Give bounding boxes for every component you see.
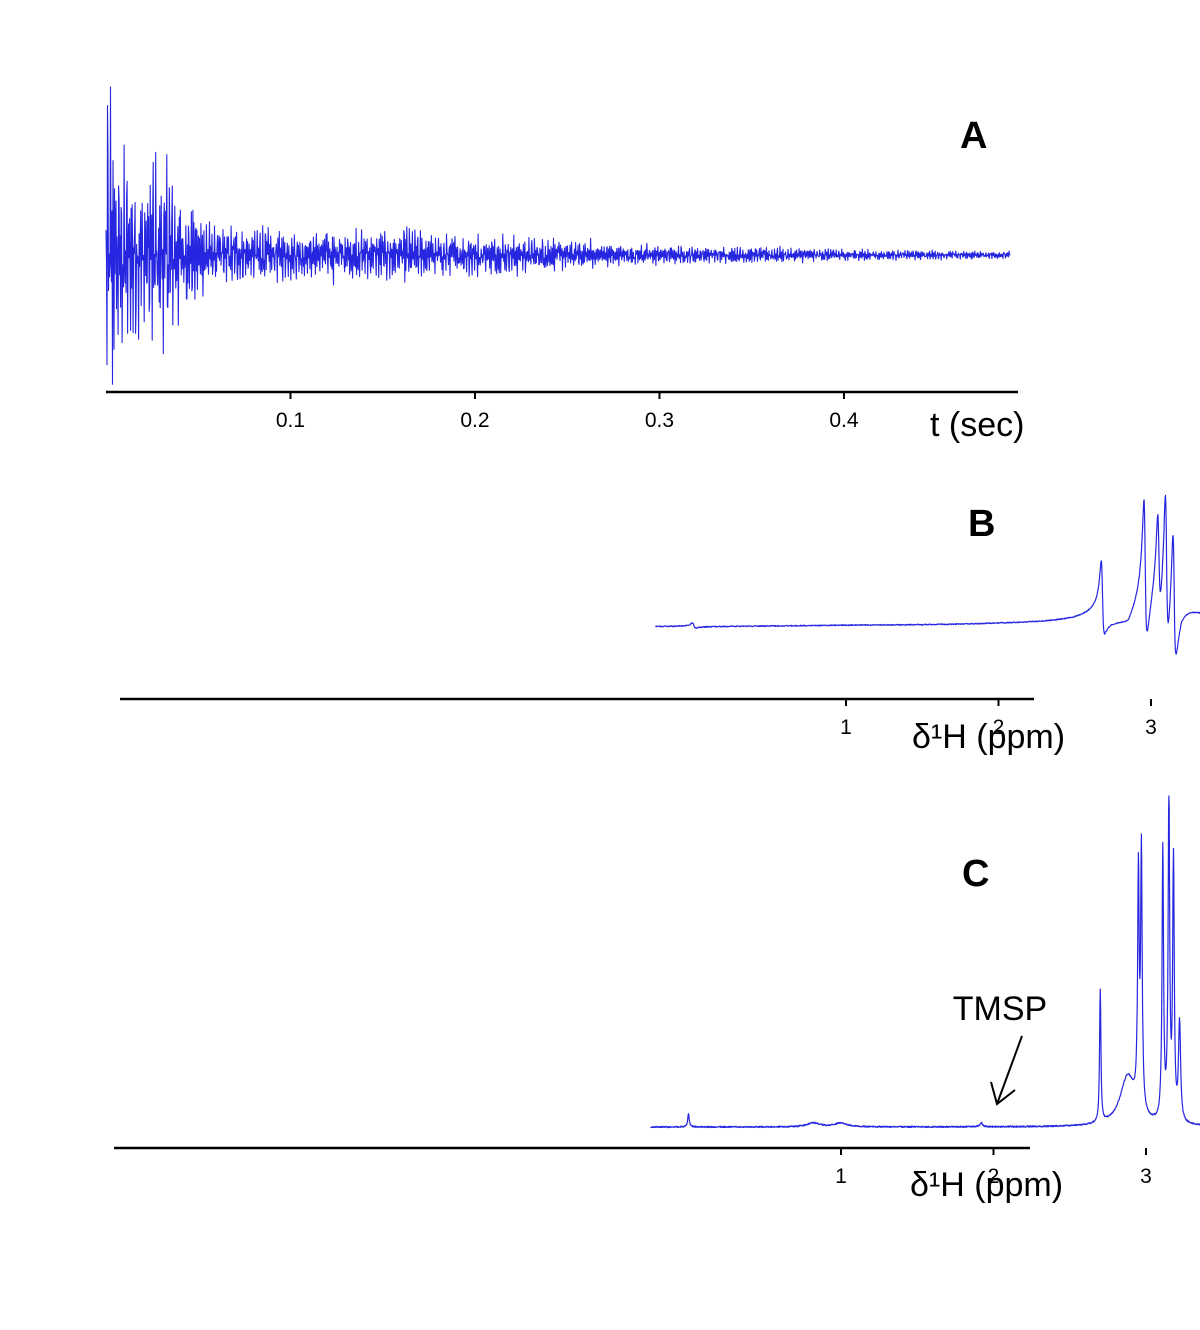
panel-b-spectrum-line xyxy=(655,494,1200,655)
panel-a-fid-trace xyxy=(105,86,1011,385)
panel-a-label: A xyxy=(960,115,987,157)
panel-a-tick-label: 0.3 xyxy=(645,409,674,432)
panel-a: A 0.1 0.2 0.3 0.4 t (sec) xyxy=(105,86,1024,444)
panel-c-label: C xyxy=(962,853,989,895)
panel-c-spectrum-line xyxy=(650,795,1200,1129)
panel-b-tick-label: 2 xyxy=(993,716,1005,739)
panel-a-x-axis-title: t (sec) xyxy=(930,406,1024,444)
panel-b-spectrum-trace xyxy=(655,494,1200,655)
panel-b-tick-label: 3 xyxy=(1145,716,1157,739)
tmsp-arrow-icon xyxy=(990,1035,1023,1106)
panel-a-tick-label: 0.1 xyxy=(276,409,305,432)
tmsp-annotation-label: TMSP xyxy=(953,990,1047,1028)
panel-b-x-axis-title: δ¹H (ppm) xyxy=(912,718,1065,756)
panel-c-x-axis-title: δ¹H (ppm) xyxy=(910,1166,1063,1204)
panel-b-tick-label: 1 xyxy=(840,716,852,739)
panel-c: C 54321 δ¹H (ppm) TMSP xyxy=(114,795,1200,1204)
panel-a-tick-label: 0.2 xyxy=(460,409,489,432)
panel-c-ticks: 54321 xyxy=(835,1148,1152,1188)
panel-b-ticks: 54321 xyxy=(840,699,1157,739)
panel-c-tick-label: 1 xyxy=(835,1165,847,1188)
panel-a-ticks: 0.1 0.2 0.3 0.4 xyxy=(276,392,859,432)
panel-a-tick-label: 0.4 xyxy=(829,409,859,432)
panel-b: B 54321 δ¹H (ppm) xyxy=(120,494,1200,756)
panel-c-tick-label: 2 xyxy=(988,1165,1000,1188)
panel-c-spectrum-trace xyxy=(650,795,1200,1129)
panel-a-fid-line xyxy=(105,86,1011,385)
panel-c-tick-label: 3 xyxy=(1140,1165,1152,1188)
panel-b-label: B xyxy=(968,503,995,545)
